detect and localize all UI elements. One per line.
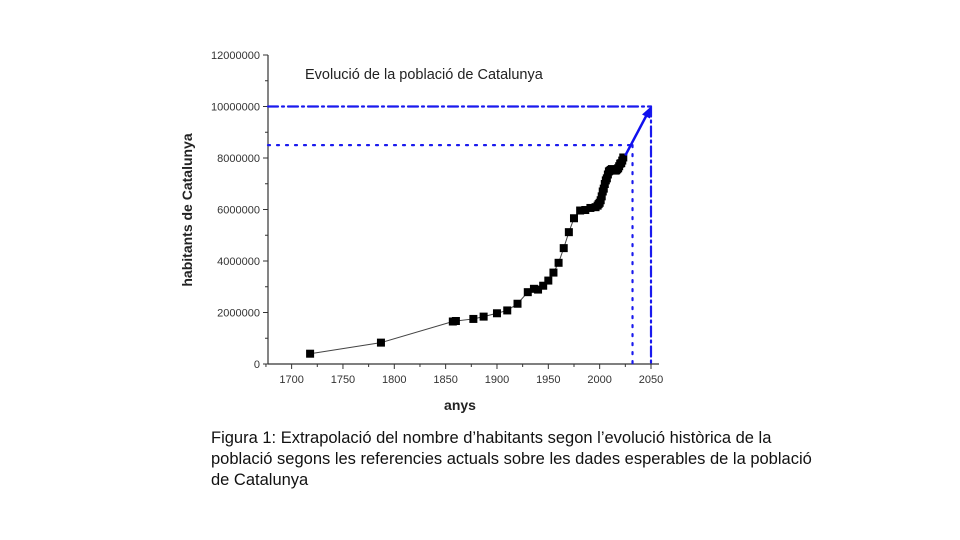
- data-point: [599, 184, 608, 193]
- y-tick-label: 2000000: [217, 308, 260, 320]
- data-point: [586, 203, 595, 212]
- historical-line: [310, 157, 624, 355]
- y-tick-label: 0: [254, 359, 260, 371]
- data-point: [492, 309, 501, 318]
- data-point: [581, 206, 590, 215]
- y-tick-label: 8000000: [217, 153, 260, 165]
- data-point: [306, 349, 315, 358]
- data-point: [469, 314, 478, 323]
- data-point: [576, 206, 585, 215]
- x-tick-label: 1700: [279, 374, 303, 386]
- data-point: [503, 306, 512, 315]
- y-tick-label: 10000000: [211, 102, 260, 114]
- data-point: [523, 288, 532, 297]
- data-point: [529, 284, 538, 293]
- data-point: [513, 299, 522, 308]
- x-tick-label: 1850: [433, 374, 457, 386]
- data-point: [549, 268, 558, 277]
- x-tick-label: 1950: [536, 374, 560, 386]
- extrapolation-line: [624, 111, 650, 157]
- arrowhead-icon: [642, 106, 651, 119]
- x-tick-label: 1750: [331, 374, 355, 386]
- y-tick-label: 6000000: [217, 205, 260, 217]
- x-tick-label: 1800: [382, 374, 406, 386]
- data-point: [544, 276, 553, 285]
- population-chart: 0 2000000 4000000 6000000 8000000 10000000 120…: [179, 50, 663, 413]
- figure-caption: Figura 1: Extrapolació del nombre d’habi…: [211, 429, 812, 489]
- data-point: [534, 285, 543, 294]
- data-point: [619, 153, 628, 162]
- x-axis-label: anys: [444, 397, 476, 413]
- data-point: [597, 192, 606, 201]
- data-point: [539, 281, 548, 290]
- data-point: [564, 228, 573, 237]
- data-point: [569, 214, 578, 223]
- data-point: [451, 316, 460, 325]
- x-tick-label: 2050: [639, 374, 663, 386]
- y-tick-label: 12000000: [211, 50, 260, 62]
- y-axis-label: habitants de Catalunya: [179, 133, 195, 286]
- y-tick-label: 4000000: [217, 256, 260, 268]
- x-tick-label: 1900: [485, 374, 509, 386]
- data-point: [554, 258, 563, 267]
- x-tick-label: 2000: [587, 374, 611, 386]
- data-point: [479, 312, 488, 321]
- data-point: [559, 244, 568, 253]
- data-point: [376, 338, 385, 347]
- chart-title: Evolució de la població de Catalunya: [305, 67, 544, 83]
